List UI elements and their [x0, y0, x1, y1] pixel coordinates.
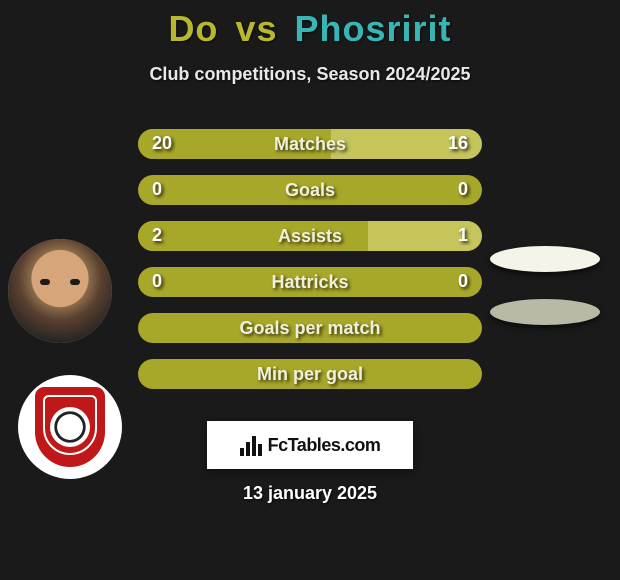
- stat-row: Min per goal: [0, 351, 620, 397]
- stat-row: 0Hattricks0: [0, 259, 620, 305]
- comparison-infographic: Do vs Phosririt Club competitions, Seaso…: [0, 0, 620, 580]
- stat-label: Assists: [138, 226, 482, 247]
- footer-date: 13 january 2025: [0, 483, 620, 504]
- player1-name: Do: [168, 8, 218, 49]
- stat-row: 0Goals0: [0, 167, 620, 213]
- subtitle: Club competitions, Season 2024/2025: [0, 64, 620, 85]
- stat-bar: 2Assists1: [138, 221, 482, 251]
- stat-label: Goals per match: [138, 318, 482, 339]
- stat-bar: 0Goals0: [138, 175, 482, 205]
- stats-area: 20Matches16 0Goals0 2Assists1 0Hattricks0 Go…: [0, 121, 620, 397]
- vs-separator: vs: [235, 8, 277, 49]
- page-title: Do vs Phosririt: [0, 8, 620, 50]
- branding-text: FcTables.com: [268, 435, 381, 456]
- stat-bar: Min per goal: [138, 359, 482, 389]
- stat-label: Matches: [138, 134, 482, 155]
- stat-row: Goals per match: [0, 305, 620, 351]
- stat-row: 2Assists1: [0, 213, 620, 259]
- stat-bar: 20Matches16: [138, 129, 482, 159]
- shield-icon: [35, 387, 105, 467]
- stat-bar: 0Hattricks0: [138, 267, 482, 297]
- stat-label: Min per goal: [138, 364, 482, 385]
- stat-row: 20Matches16: [0, 121, 620, 167]
- stat-bar: Goals per match: [138, 313, 482, 343]
- player2-name: Phosririt: [295, 8, 452, 49]
- branding-badge: FcTables.com: [207, 421, 413, 469]
- stat-label: Goals: [138, 180, 482, 201]
- stat-label: Hattricks: [138, 272, 482, 293]
- branding-logo-icon: [240, 434, 262, 456]
- crest-inner-icon: [50, 407, 90, 447]
